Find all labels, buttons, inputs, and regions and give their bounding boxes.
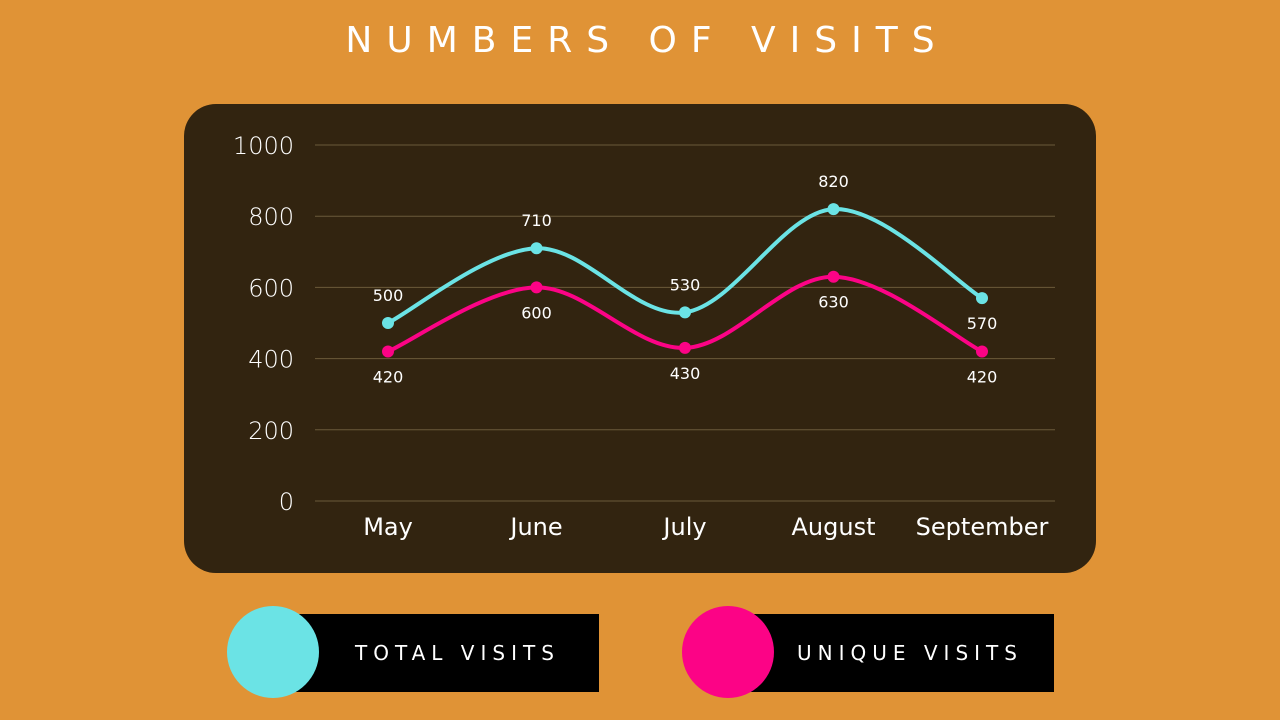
x-tick-label: August bbox=[792, 513, 876, 541]
total-data-label: 530 bbox=[670, 275, 701, 294]
x-tick-label: September bbox=[916, 513, 1049, 541]
unique-data-label: 420 bbox=[967, 367, 998, 386]
unique-data-point bbox=[382, 345, 394, 358]
unique-data-point bbox=[530, 281, 543, 294]
legend-unique-label: UNIQUE VISITS bbox=[797, 641, 1023, 665]
chart-panel: 0 200 400 600 800 1000 May June July August Septem… bbox=[184, 104, 1096, 573]
total-data-label: 710 bbox=[521, 211, 552, 230]
legend-total-swatch bbox=[227, 606, 319, 698]
x-tick-label: July bbox=[661, 513, 706, 541]
unique-data-label: 420 bbox=[373, 367, 404, 386]
total-data-label: 820 bbox=[818, 172, 849, 191]
unique-data-label: 430 bbox=[670, 364, 701, 383]
unique-data-point bbox=[976, 345, 988, 358]
total-data-point bbox=[976, 292, 988, 305]
line-chart: 0 200 400 600 800 1000 May June July August Septem… bbox=[233, 132, 1055, 541]
y-tick-label: 600 bbox=[248, 274, 294, 302]
legend-unique-bar bbox=[728, 614, 1054, 692]
y-tick-label: 0 bbox=[279, 488, 294, 516]
y-tick-label: 800 bbox=[248, 203, 294, 231]
total-data-point bbox=[679, 306, 691, 319]
unique-data-point bbox=[827, 270, 840, 283]
total-data-point bbox=[827, 203, 840, 216]
y-tick-label: 400 bbox=[248, 346, 294, 374]
total-data-label: 570 bbox=[967, 314, 998, 333]
chart-title: NUMBERS OF VISITS bbox=[345, 20, 949, 61]
legend-total-visits: TOTAL VISITS bbox=[227, 606, 599, 698]
legend-unique-swatch bbox=[682, 606, 774, 698]
unique-data-label: 630 bbox=[818, 293, 849, 312]
x-tick-label: May bbox=[363, 513, 413, 541]
unique-data-label: 600 bbox=[521, 303, 552, 322]
legend-total-bar bbox=[273, 614, 599, 692]
y-tick-label: 1000 bbox=[233, 132, 294, 160]
legend-total-label: TOTAL VISITS bbox=[355, 641, 560, 665]
unique-data-point bbox=[679, 341, 691, 354]
total-data-label: 500 bbox=[373, 286, 404, 305]
x-tick-label: June bbox=[508, 513, 562, 541]
total-data-point bbox=[382, 317, 394, 329]
total-data-point bbox=[530, 242, 543, 255]
y-tick-label: 200 bbox=[248, 417, 294, 445]
legend-unique-visits: UNIQUE VISITS bbox=[682, 606, 1054, 698]
